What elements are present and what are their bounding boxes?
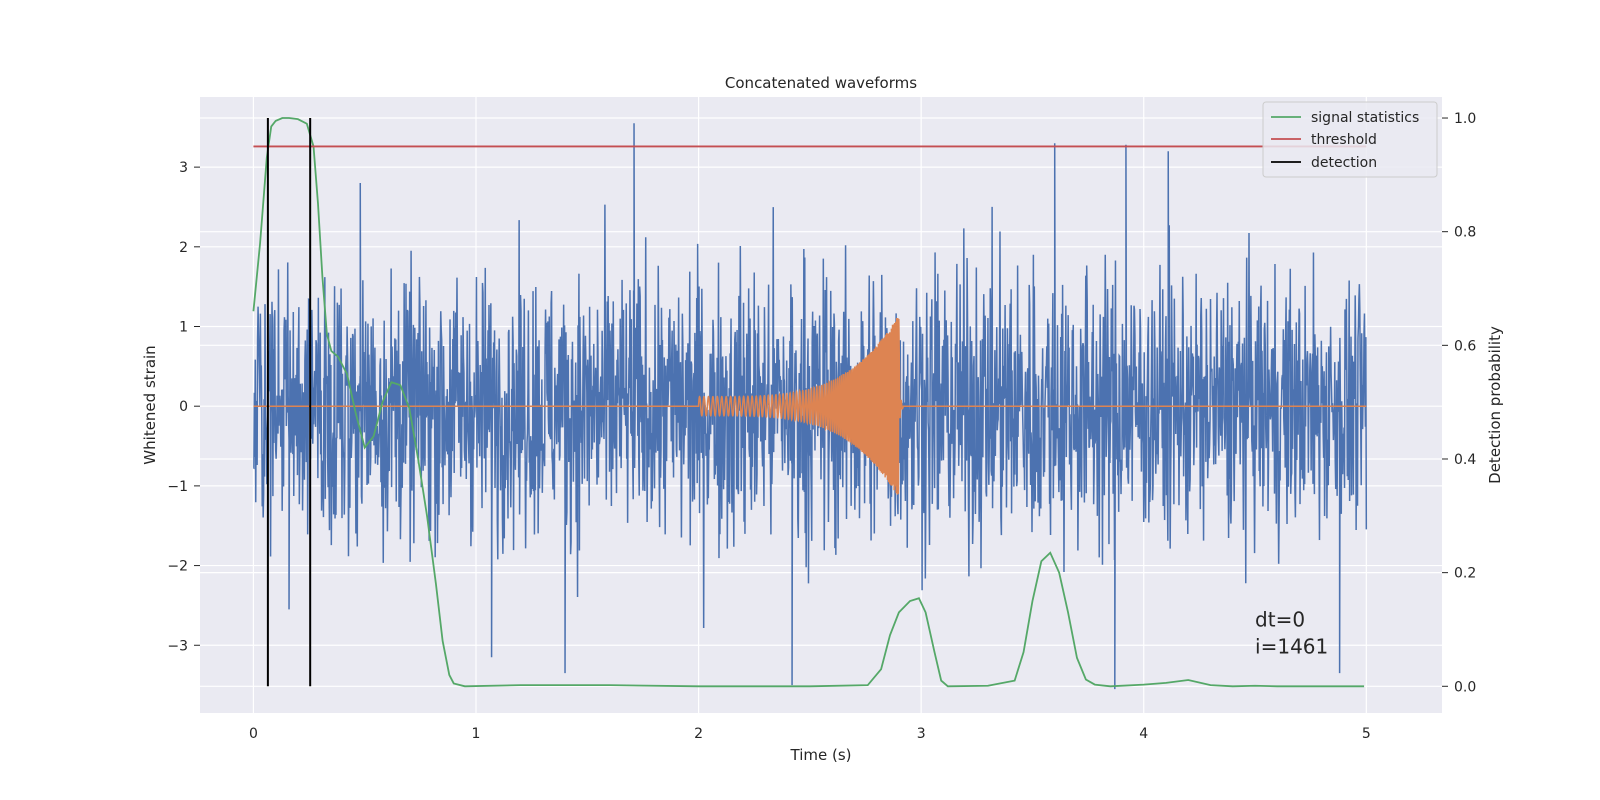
- y-tick-label: −1: [167, 479, 188, 495]
- x-tick-label: 2: [694, 726, 703, 742]
- y2-axis-label: Detection probability: [1486, 326, 1504, 484]
- x-tick-label: 3: [917, 726, 926, 742]
- chart-title: Concatenated waveforms: [725, 74, 917, 92]
- y2-tick-label: 0.4: [1454, 452, 1476, 468]
- y-tick-label: 2: [179, 240, 188, 256]
- annotation-text-1: i=1461: [1255, 634, 1328, 658]
- legend-label-signal-statistics: signal statistics: [1311, 110, 1419, 126]
- x-axis-label: Time (s): [790, 746, 852, 764]
- x-axis-ticks: 0 1 2 3 4 5: [249, 726, 1371, 742]
- legend: signal statistics threshold detection: [1262, 101, 1438, 178]
- legend-box: [1262, 101, 1438, 178]
- series-signal-statistics-line: [252, 117, 1365, 688]
- series-whitened-strain-line: [252, 123, 1368, 690]
- y2-tick-label: 0.0: [1454, 679, 1476, 695]
- y-tick-label: 1: [179, 320, 188, 336]
- legend-label-threshold: threshold: [1311, 132, 1377, 148]
- y2-tick-label: 1.0: [1454, 111, 1476, 127]
- y-tick-label: 0: [179, 399, 188, 415]
- x-tick-label: 5: [1362, 726, 1371, 742]
- y-tick-label: −2: [167, 559, 188, 575]
- y2-tick-label: 0.8: [1454, 225, 1476, 241]
- y-axis-label: Whitened strain: [141, 345, 159, 464]
- y-tick-label: −3: [167, 638, 188, 654]
- y2-axis-ticks: 0.0 0.2 0.4 0.6 0.8 1.0: [1442, 111, 1476, 695]
- annotation-text-0: dt=0: [1255, 608, 1305, 632]
- annotations: dt=0i=1461: [1255, 608, 1328, 659]
- x-tick-label: 4: [1139, 726, 1148, 742]
- y-tick-label: 3: [179, 160, 188, 176]
- y-axis-ticks: −3 −2 −1 0 1 2 3: [167, 160, 200, 654]
- y2-tick-label: 0.6: [1454, 338, 1476, 354]
- series-detection: [266, 118, 312, 687]
- y2-tick-label: 0.2: [1454, 566, 1476, 582]
- series-injected-waveform-line: [253, 318, 1367, 495]
- legend-label-detection: detection: [1311, 155, 1377, 171]
- x-tick-label: 0: [249, 726, 258, 742]
- x-tick-label: 1: [472, 726, 481, 742]
